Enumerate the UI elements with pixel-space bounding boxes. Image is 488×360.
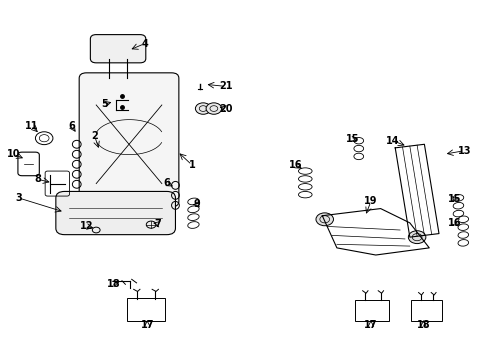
Circle shape xyxy=(195,103,210,114)
Text: 3: 3 xyxy=(15,193,22,203)
Text: 19: 19 xyxy=(364,197,377,206)
Text: 11: 11 xyxy=(25,121,38,131)
Text: 2: 2 xyxy=(91,131,98,141)
FancyBboxPatch shape xyxy=(79,73,179,207)
Text: 18: 18 xyxy=(416,320,429,330)
FancyBboxPatch shape xyxy=(56,192,175,235)
Text: 18: 18 xyxy=(107,279,121,289)
Circle shape xyxy=(407,231,425,244)
Text: 13: 13 xyxy=(457,146,470,156)
Text: 10: 10 xyxy=(7,149,20,159)
Circle shape xyxy=(205,103,221,114)
Text: 6: 6 xyxy=(163,178,170,188)
Text: 16: 16 xyxy=(288,160,302,170)
Circle shape xyxy=(315,213,333,226)
Text: 21: 21 xyxy=(219,81,232,91)
Text: 15: 15 xyxy=(447,194,460,204)
FancyBboxPatch shape xyxy=(90,35,145,63)
Text: 1: 1 xyxy=(188,160,195,170)
Text: 20: 20 xyxy=(219,104,232,113)
Text: 15: 15 xyxy=(345,134,359,144)
Text: 17: 17 xyxy=(140,320,154,330)
Text: 12: 12 xyxy=(80,221,93,231)
Text: 8: 8 xyxy=(34,174,41,184)
Text: 5: 5 xyxy=(101,99,108,109)
Text: 17: 17 xyxy=(364,320,377,330)
Text: 9: 9 xyxy=(193,199,200,209)
Text: 14: 14 xyxy=(385,136,399,146)
Text: 4: 4 xyxy=(141,39,148,49)
Text: 16: 16 xyxy=(447,218,460,228)
Text: 6: 6 xyxy=(68,121,75,131)
Text: 7: 7 xyxy=(154,219,161,229)
